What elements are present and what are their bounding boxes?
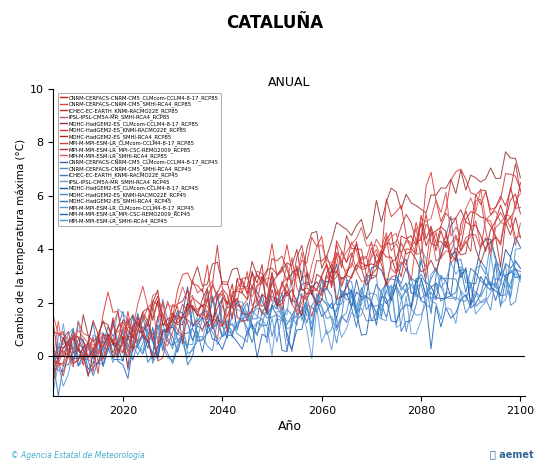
X-axis label: Año: Año <box>277 420 301 433</box>
Y-axis label: Cambio de la temperatura máxima (°C): Cambio de la temperatura máxima (°C) <box>15 139 25 346</box>
Text: 🦅 aemet: 🦅 aemet <box>490 450 534 460</box>
Title: ANUAL: ANUAL <box>268 76 311 89</box>
Legend: CNRM-CERFACS-CNRM-CM5_CLMcom-CCLM4-8-17_RCP85, CNRM-CERFACS-CNRM-CM5_SMHI-RCA4_R: CNRM-CERFACS-CNRM-CM5_CLMcom-CCLM4-8-17_… <box>58 93 221 226</box>
Text: CATALUÑA: CATALUÑA <box>227 14 323 32</box>
Text: © Agencia Estatal de Meteorología: © Agencia Estatal de Meteorología <box>11 451 145 460</box>
